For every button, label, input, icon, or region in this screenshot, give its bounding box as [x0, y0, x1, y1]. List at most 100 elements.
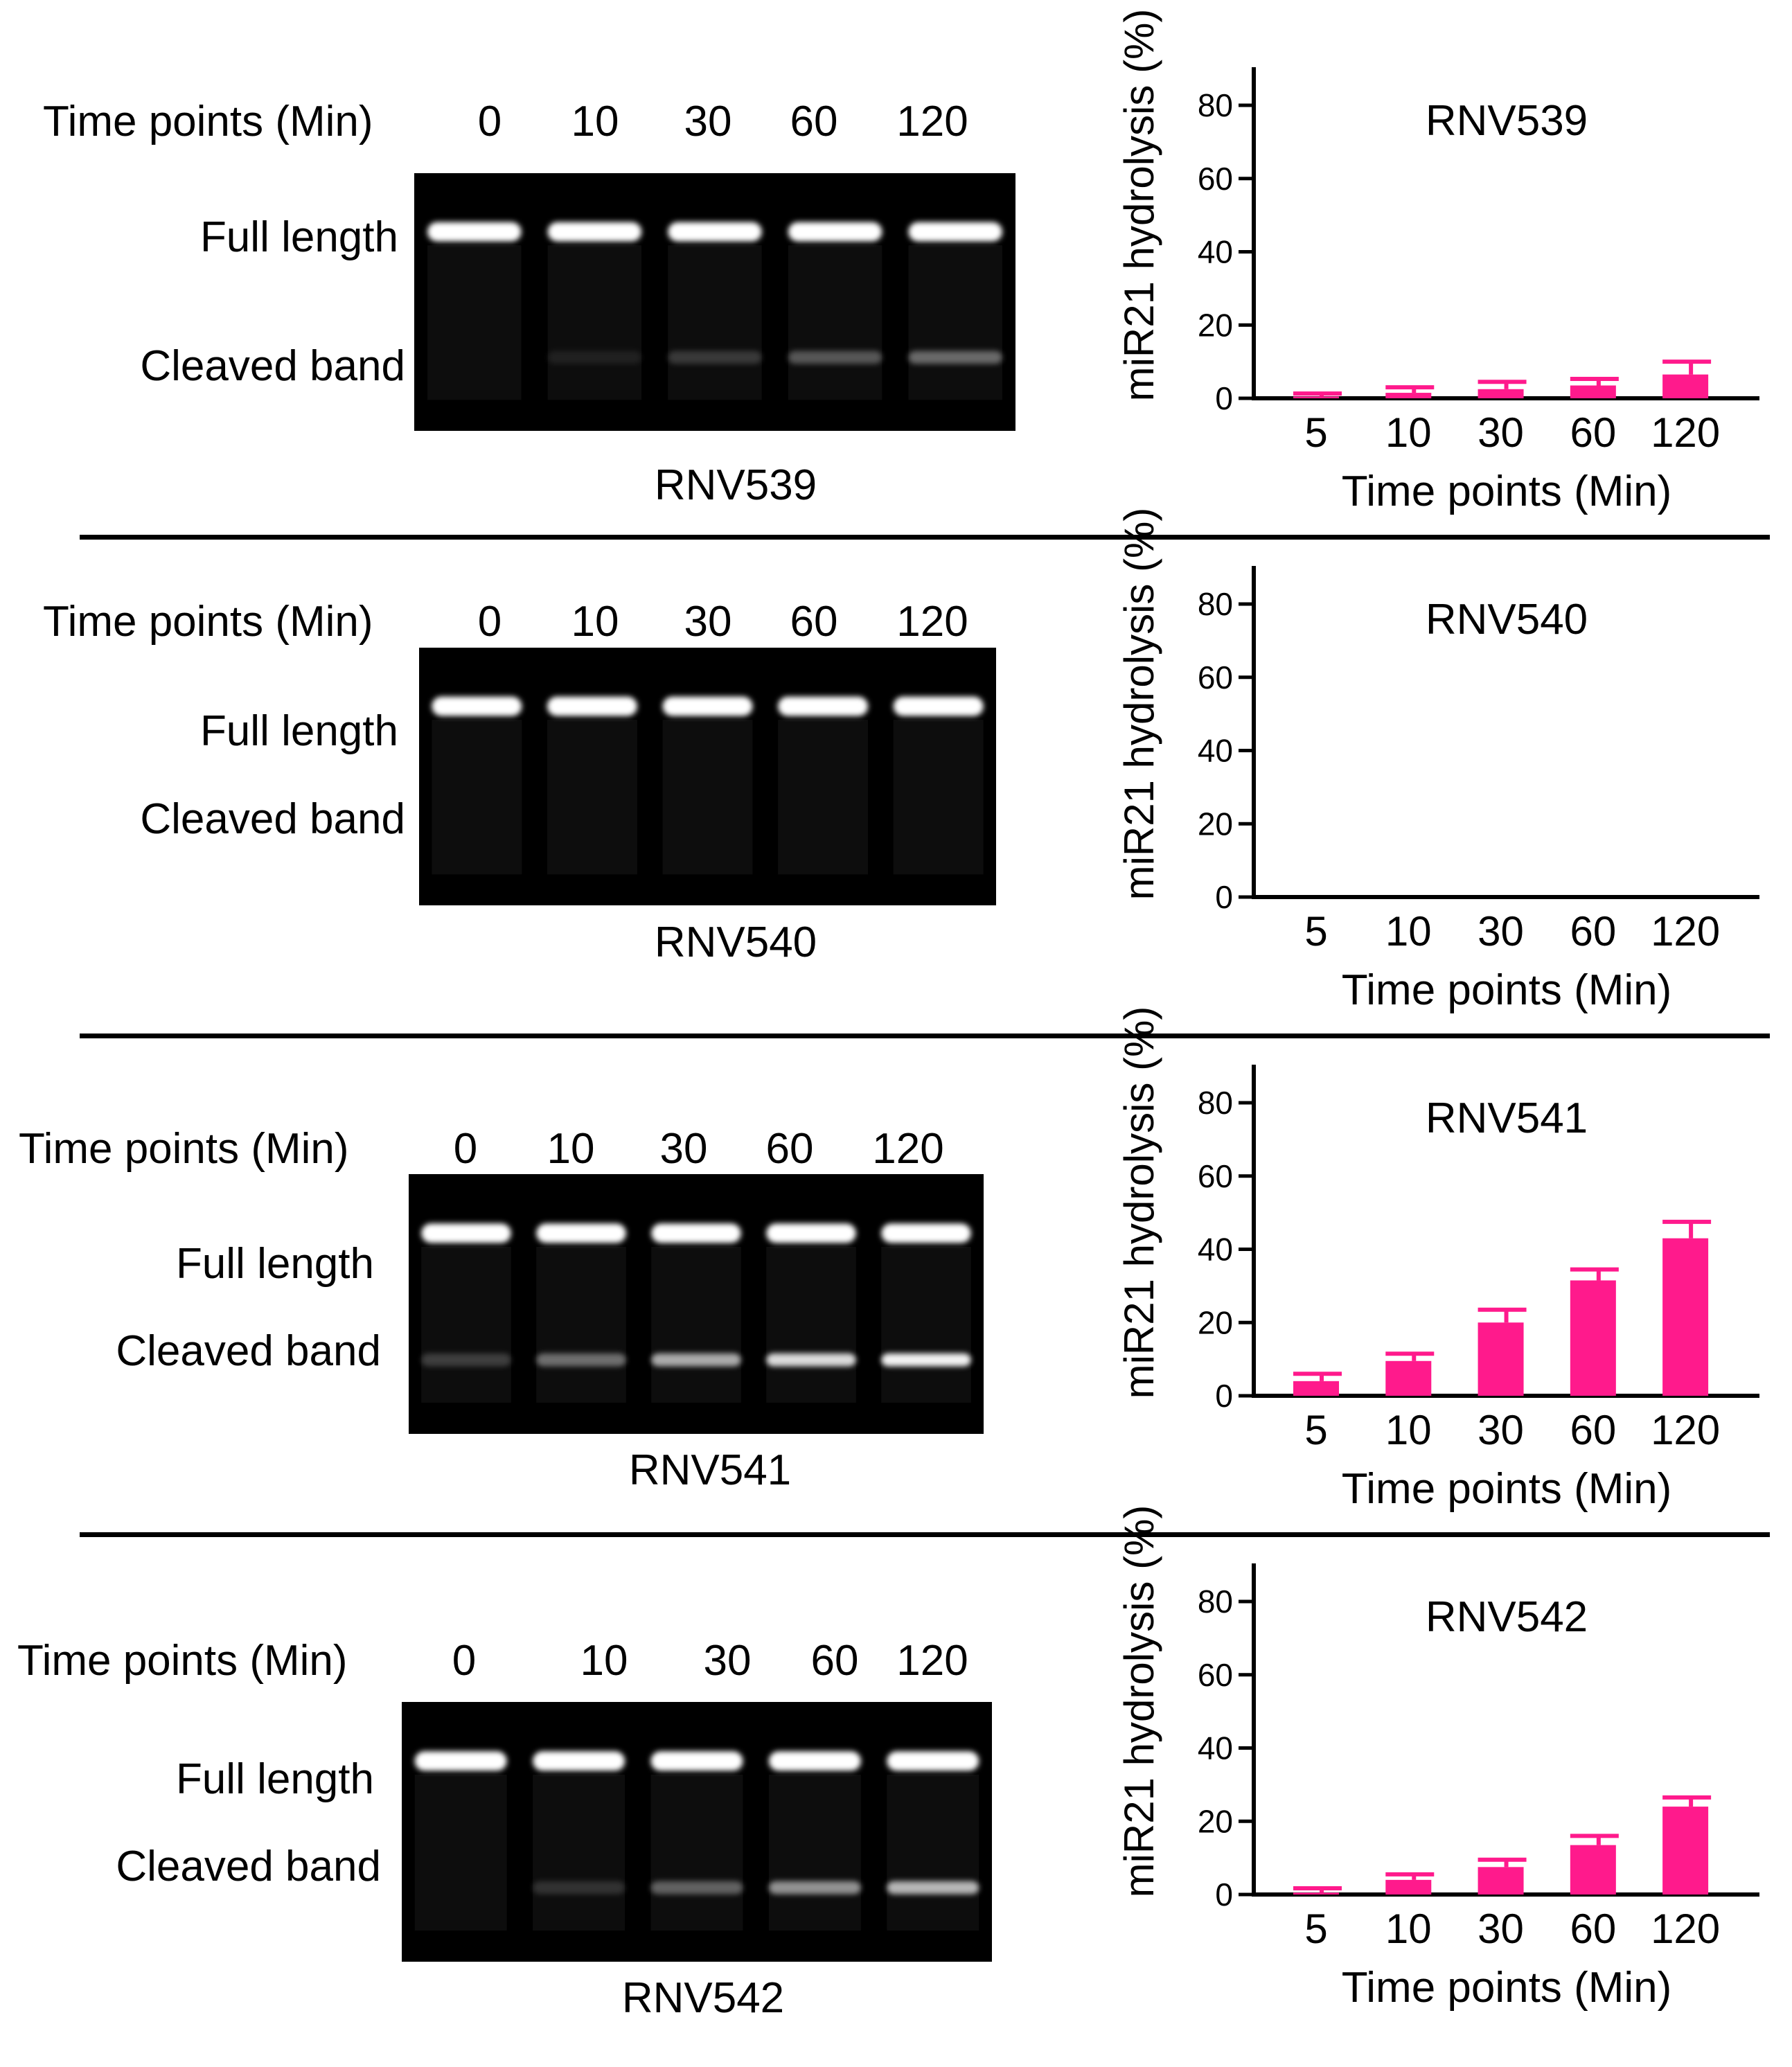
gel-name: RNV540: [654, 919, 817, 966]
y-axis-label: miR21 hydrolysis (%): [1116, 508, 1162, 901]
gel-bands: [432, 696, 984, 875]
y-tick-label: 60: [1198, 1657, 1233, 1693]
lane-label: 30: [684, 598, 732, 646]
y-tick-label: 80: [1198, 586, 1233, 622]
lane-smear: [421, 1247, 511, 1403]
lane-label: 120: [896, 598, 968, 646]
gel-name: RNV542: [621, 1974, 785, 2022]
y-tick-label: 0: [1215, 1378, 1233, 1414]
lane-smear: [887, 1775, 979, 1931]
full-length-band: [766, 1223, 856, 1243]
cleaved-band: [650, 1881, 743, 1895]
lane-smear: [650, 1775, 743, 1931]
cleaved-band: [668, 351, 762, 364]
lane-label: 10: [571, 98, 619, 145]
bar: [1478, 1867, 1524, 1895]
cleaved-band: [768, 1881, 861, 1895]
bar: [1293, 1381, 1339, 1396]
y-tick-label: 40: [1198, 733, 1233, 769]
x-tick-label: 30: [1478, 1906, 1524, 1952]
lane-smear: [547, 720, 637, 875]
full-length-band: [547, 696, 637, 716]
x-tick-label: 120: [1651, 908, 1720, 955]
lane-label: 60: [810, 1637, 859, 1685]
x-tick-label: 60: [1570, 1407, 1616, 1453]
cleaved-band-label: Cleaved band: [140, 342, 405, 390]
lane-label: 0: [477, 598, 502, 646]
x-tick-label: 10: [1385, 908, 1432, 955]
y-tick-label: 80: [1198, 87, 1233, 123]
y-tick-label: 40: [1198, 1232, 1233, 1268]
cleaved-band: [887, 1881, 979, 1895]
full-length-band: [547, 222, 642, 242]
x-axis-label: Time points (Min): [1342, 1964, 1672, 2012]
lane-label: 120: [896, 98, 968, 145]
panel-divider: [80, 535, 1770, 540]
gel-time-label: Time points (Min): [43, 598, 373, 646]
bar: [1662, 374, 1709, 398]
gel-time-label: Time points (Min): [17, 1637, 348, 1685]
cleaved-band: [651, 1353, 741, 1367]
bar: [1662, 1238, 1709, 1396]
full-length-band: [893, 696, 984, 716]
gel-image: [419, 648, 996, 905]
cleaved-band: [766, 1353, 856, 1367]
bar: [1385, 393, 1432, 398]
lane-label: 30: [659, 1125, 708, 1173]
bar: [1293, 1892, 1339, 1895]
full-length-band: [421, 1223, 511, 1243]
x-tick-label: 120: [1651, 409, 1720, 456]
x-tick-label: 10: [1385, 1906, 1432, 1952]
full-length-band: [908, 222, 1002, 242]
full-length-band: [662, 696, 753, 716]
bar: [1385, 1360, 1432, 1396]
y-tick-label: 60: [1198, 659, 1233, 695]
gel-time-label: Time points (Min): [43, 98, 373, 145]
panel-divider: [80, 1034, 1770, 1038]
gel-name: RNV539: [654, 461, 817, 509]
cleaved-band: [908, 351, 1002, 364]
panel-rnv542: Time points (Min) 0 10 30 60 120 Full le…: [0, 1496, 1792, 2020]
full-length-label: Full length: [199, 213, 398, 261]
lane-smear: [432, 720, 522, 875]
lane-label: 10: [571, 598, 619, 646]
cleaved-band: [421, 1353, 511, 1367]
panel-divider: [80, 1532, 1770, 1537]
y-tick-label: 0: [1215, 380, 1233, 416]
full-length-band: [881, 1223, 971, 1243]
full-length-band: [887, 1751, 979, 1771]
hydrolysis-chart: 0 20 40 60 80 miR21 hydrolysis (%) RNV542 5 10 30…: [1116, 1505, 1759, 2012]
full-length-band: [533, 1751, 626, 1771]
bar: [1570, 385, 1616, 398]
x-tick-label: 30: [1478, 409, 1524, 456]
bar: [1570, 1280, 1616, 1396]
chart-title: RNV542: [1426, 1593, 1588, 1641]
panel-rnv539: Time points (Min) 0 10 30 60 120 Full le…: [0, 0, 1792, 515]
lane-label: 30: [684, 98, 732, 145]
hydrolysis-chart: 0 20 40 60 80 miR21 hydrolysis (%) RNV540 5 10 30…: [1116, 508, 1759, 1014]
bar: [1385, 1879, 1432, 1895]
cleaved-band-label: Cleaved band: [116, 1327, 381, 1375]
full-length-band: [432, 696, 522, 716]
lane-smear: [788, 245, 882, 400]
x-tick-label: 120: [1651, 1407, 1720, 1453]
lane-label: 10: [580, 1637, 628, 1685]
y-axis-label: miR21 hydrolysis (%): [1116, 1006, 1162, 1399]
y-tick-label: 60: [1198, 1158, 1233, 1194]
bar: [1570, 1845, 1616, 1895]
bar: [1662, 1807, 1709, 1895]
cleaved-band: [547, 351, 642, 364]
bar: [1478, 1322, 1524, 1396]
lane-smear: [668, 245, 762, 400]
y-tick-label: 20: [1198, 307, 1233, 343]
x-tick-label: 60: [1570, 908, 1616, 955]
lane-smear: [881, 1247, 971, 1403]
x-axis-label: Time points (Min): [1342, 966, 1672, 1014]
y-tick-label: 40: [1198, 234, 1233, 270]
chart-title: RNV541: [1426, 1094, 1588, 1142]
lane-smear: [908, 245, 1002, 400]
full-length-band: [650, 1751, 743, 1771]
cleaved-band: [536, 1353, 626, 1367]
lane-label: 120: [896, 1637, 968, 1685]
full-length-label: Full length: [175, 1755, 374, 1803]
